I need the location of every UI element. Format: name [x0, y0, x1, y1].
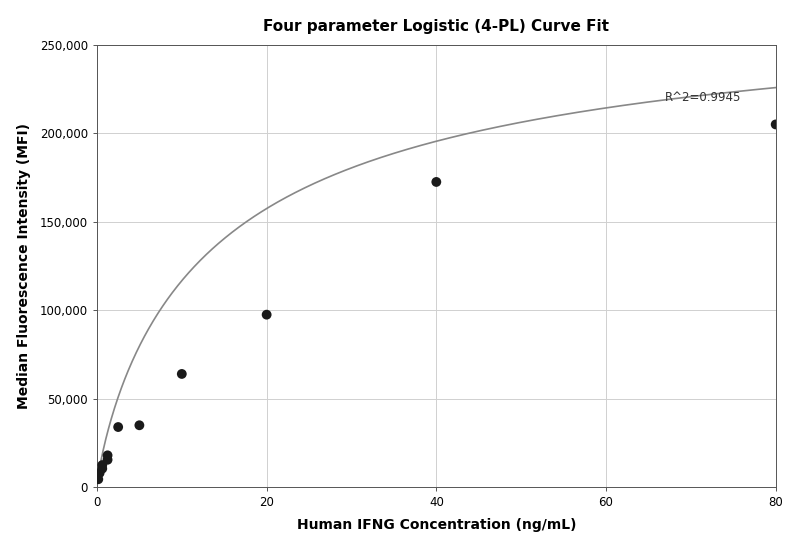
Point: [93, 469, 106, 478]
Point: [430, 178, 443, 186]
Title: Four parameter Logistic (4-PL) Curve Fit: Four parameter Logistic (4-PL) Curve Fit: [263, 19, 609, 34]
Point: [92, 475, 105, 484]
Point: [101, 451, 114, 460]
Point: [96, 464, 109, 473]
Point: [133, 421, 145, 430]
Point: [96, 460, 109, 469]
Point: [175, 370, 188, 379]
Point: [101, 455, 114, 464]
Point: [112, 423, 124, 432]
Point: [260, 310, 273, 319]
Y-axis label: Median Fluorescence Intensity (MFI): Median Fluorescence Intensity (MFI): [18, 123, 32, 409]
X-axis label: Human IFNG Concentration (ng/mL): Human IFNG Concentration (ng/mL): [297, 517, 576, 531]
Text: R^2=0.9945: R^2=0.9945: [665, 91, 742, 104]
Point: [769, 120, 782, 129]
